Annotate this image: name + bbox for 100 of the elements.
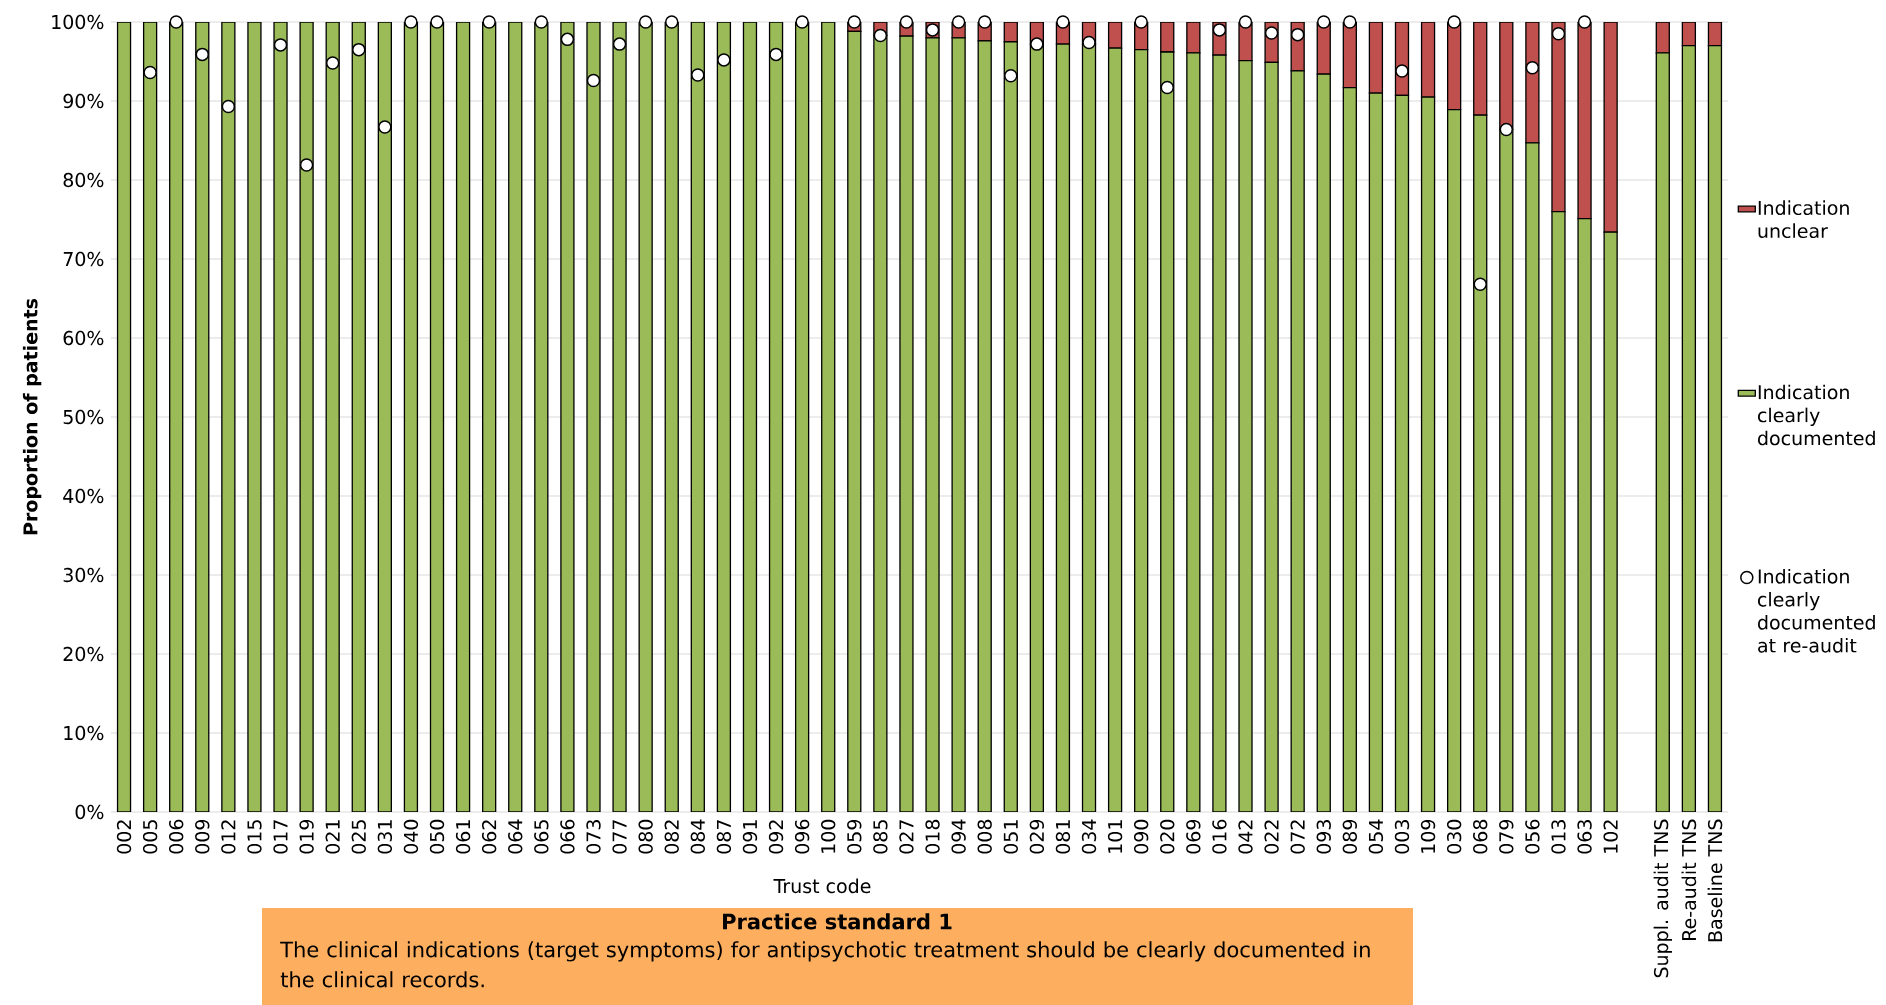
bar bbox=[1081, 43, 1097, 812]
y-axis-title: Proportion of patients bbox=[22, 298, 42, 535]
x-tick-label: 054 bbox=[1368, 819, 1384, 854]
point bbox=[1134, 15, 1148, 29]
text: Practice standard 1 bbox=[723, 913, 952, 930]
x-tick-label: 079 bbox=[1499, 819, 1514, 854]
x-tick-label: 085 bbox=[873, 820, 888, 854]
x-tick-label: 096 bbox=[794, 819, 810, 854]
point bbox=[899, 15, 914, 29]
x-tick-label: 005 bbox=[142, 820, 158, 854]
bar bbox=[1316, 73, 1331, 812]
point bbox=[795, 15, 809, 29]
bar bbox=[1134, 48, 1149, 812]
x-tick-label: 013 bbox=[1551, 820, 1566, 854]
bar bbox=[377, 21, 392, 812]
x-tick-label: 065 bbox=[534, 820, 549, 854]
y-tick-label: 60% bbox=[63, 330, 104, 346]
bar bbox=[1473, 21, 1488, 116]
bar bbox=[325, 21, 340, 812]
x-tick-label: 061 bbox=[455, 820, 471, 854]
point bbox=[1056, 15, 1070, 29]
point bbox=[1447, 15, 1461, 29]
x-tick-label: 089 bbox=[1342, 819, 1358, 854]
bar bbox=[1055, 43, 1071, 812]
bar bbox=[351, 21, 366, 812]
point bbox=[1238, 15, 1253, 29]
x-tick-label: 020 bbox=[1160, 819, 1175, 854]
point bbox=[1212, 23, 1227, 37]
x-tick-label: 090 bbox=[1133, 819, 1149, 854]
x-tick-label: 081 bbox=[1055, 820, 1071, 854]
x-tick-label: 003 bbox=[1394, 820, 1410, 854]
point bbox=[195, 47, 210, 62]
point bbox=[873, 28, 888, 43]
point bbox=[1577, 15, 1592, 29]
y-tick-label: 80% bbox=[63, 172, 104, 188]
legend-label: Indication unclear bbox=[1758, 200, 1849, 239]
bar bbox=[690, 21, 705, 812]
point bbox=[586, 73, 601, 88]
x-tick-label: 080 bbox=[638, 819, 653, 854]
y-tick-label: 90% bbox=[63, 93, 104, 109]
bar bbox=[1368, 92, 1384, 812]
x-tick-label: 056 bbox=[1525, 819, 1540, 854]
point bbox=[1343, 15, 1357, 29]
bar bbox=[977, 40, 992, 812]
y-tick-label: 20% bbox=[63, 646, 104, 662]
point bbox=[273, 38, 288, 52]
x-tick-label: 030 bbox=[1446, 819, 1462, 854]
x-tick-label: 084 bbox=[690, 819, 705, 854]
x-tick-label: 029 bbox=[1029, 819, 1045, 854]
bar bbox=[1290, 70, 1305, 812]
bar bbox=[1473, 114, 1488, 812]
x-tick-label: 068 bbox=[1473, 819, 1488, 854]
x-tick-label: Baseline TNS bbox=[1707, 819, 1723, 942]
bar bbox=[1681, 45, 1697, 812]
x-tick-label: 006 bbox=[169, 819, 184, 854]
x-tick-label: 100 bbox=[821, 819, 836, 853]
point bbox=[534, 15, 549, 29]
point bbox=[1264, 26, 1279, 40]
x-tick-label: 050 bbox=[429, 819, 445, 854]
x-tick-label: 051 bbox=[1003, 820, 1018, 854]
x-tick-label: 072 bbox=[1290, 820, 1305, 854]
x-tick-label: 101 bbox=[1107, 820, 1123, 853]
point bbox=[482, 15, 496, 29]
bar bbox=[1420, 21, 1436, 98]
point bbox=[717, 53, 731, 67]
bar bbox=[116, 21, 132, 812]
x-tick-label: 073 bbox=[586, 820, 601, 854]
x-tick-label: 019 bbox=[299, 819, 314, 854]
bar bbox=[508, 21, 523, 812]
x-tick-label: 094 bbox=[951, 819, 966, 854]
x-tick-label: 027 bbox=[899, 820, 914, 854]
point bbox=[691, 68, 705, 82]
bar bbox=[1003, 41, 1018, 812]
point bbox=[378, 120, 392, 134]
x-tick-label: 066 bbox=[560, 819, 575, 854]
x-axis-title: Trust code bbox=[773, 878, 871, 894]
point bbox=[169, 15, 183, 29]
point bbox=[977, 15, 992, 29]
bar bbox=[195, 21, 210, 812]
point bbox=[1082, 35, 1096, 50]
legend-label: Indication clearly documented bbox=[1758, 384, 1875, 446]
point bbox=[1030, 37, 1044, 51]
point bbox=[221, 99, 236, 114]
x-tick-label: 102 bbox=[1603, 820, 1618, 853]
point bbox=[1004, 68, 1018, 83]
point bbox=[560, 32, 575, 47]
legend-label: Indication clearly documented at re-audit bbox=[1758, 568, 1875, 653]
x-tick-label: 016 bbox=[1212, 819, 1227, 854]
bar bbox=[1342, 86, 1357, 812]
x-tick-label: 082 bbox=[664, 820, 679, 854]
point bbox=[1473, 277, 1487, 292]
point bbox=[951, 15, 966, 29]
x-tick-label: 022 bbox=[1264, 820, 1279, 854]
x-tick-label: 062 bbox=[481, 820, 497, 854]
point bbox=[638, 15, 653, 29]
x-tick-label: 018 bbox=[925, 819, 940, 854]
x-tick-label: 031 bbox=[377, 820, 393, 854]
bar bbox=[142, 21, 158, 812]
x-tick-label: 109 bbox=[1420, 819, 1436, 853]
x-tick-label: 091 bbox=[742, 820, 758, 854]
